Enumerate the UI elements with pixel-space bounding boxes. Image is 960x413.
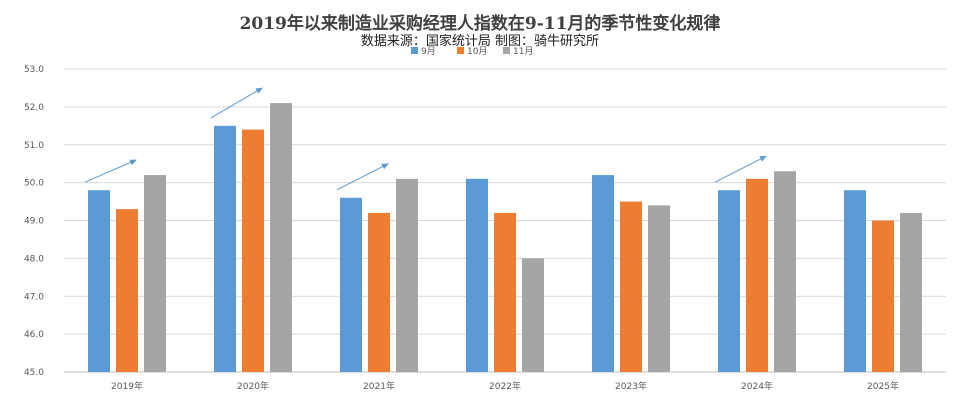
- legend-swatch: [503, 47, 510, 54]
- y-tick-label: 45.0: [24, 368, 44, 378]
- x-tick-label: 2022年: [489, 380, 521, 392]
- bar-10月-2022年: [494, 212, 516, 372]
- trend-arrow-annotation: [210, 87, 263, 119]
- bar-9月-2020年: [214, 125, 236, 372]
- y-tick-label: 48.0: [24, 254, 44, 264]
- bar-10月-2025年: [872, 220, 894, 372]
- bar-10月-2023年: [620, 201, 642, 372]
- x-tick-label: 2024年: [741, 380, 773, 392]
- bar-9月-2023年: [592, 175, 614, 372]
- bar-11月-2025年: [900, 212, 922, 372]
- bar-10月-2019年: [116, 209, 138, 372]
- legend-label: 10月: [467, 46, 487, 57]
- x-tick-label: 2020年: [237, 380, 269, 392]
- bar-9月-2019年: [88, 190, 110, 372]
- bar-9月-2025年: [844, 190, 866, 372]
- bar-11月-2021年: [396, 178, 418, 372]
- bar-9月-2022年: [466, 178, 488, 372]
- x-tick-label: 2019年: [111, 380, 143, 392]
- chart-title: 2019年以来制造业采购经理人指数在9-11月的季节性变化规律: [239, 14, 721, 34]
- y-tick-label: 46.0: [24, 330, 44, 340]
- x-tick-label: 2023年: [615, 380, 647, 392]
- y-tick-label: 53.0: [24, 65, 44, 75]
- y-tick-label: 50.0: [24, 179, 44, 189]
- bar-11月-2024年: [774, 171, 796, 372]
- y-tick-label: 51.0: [24, 141, 44, 151]
- bar-10月-2021年: [368, 212, 390, 372]
- y-tick-label: 49.0: [24, 217, 44, 227]
- trend-arrow-annotation: [84, 159, 137, 183]
- legend-label: 9月: [421, 46, 436, 57]
- bar-11月-2020年: [270, 103, 292, 373]
- bar-9月-2021年: [340, 197, 362, 372]
- trend-arrow-annotation: [714, 155, 767, 183]
- y-tick-label: 52.0: [24, 103, 44, 113]
- bar-11月-2019年: [144, 175, 166, 372]
- bar-9月-2024年: [718, 190, 740, 372]
- bar-11月-2023年: [648, 205, 670, 372]
- bar-10月-2024年: [746, 178, 768, 372]
- bar-11月-2022年: [522, 258, 544, 372]
- chart-subtitle: 数据来源：国家统计局 制图：骑牛研究所: [360, 34, 600, 49]
- legend-swatch: [457, 47, 464, 54]
- bar-10月-2020年: [242, 129, 264, 372]
- x-tick-label: 2021年: [363, 380, 395, 392]
- x-tick-label: 2025年: [867, 380, 899, 392]
- trend-arrow-annotation: [336, 163, 389, 191]
- y-tick-label: 47.0: [24, 292, 44, 302]
- legend-swatch: [411, 47, 418, 54]
- legend-label: 11月: [513, 46, 533, 57]
